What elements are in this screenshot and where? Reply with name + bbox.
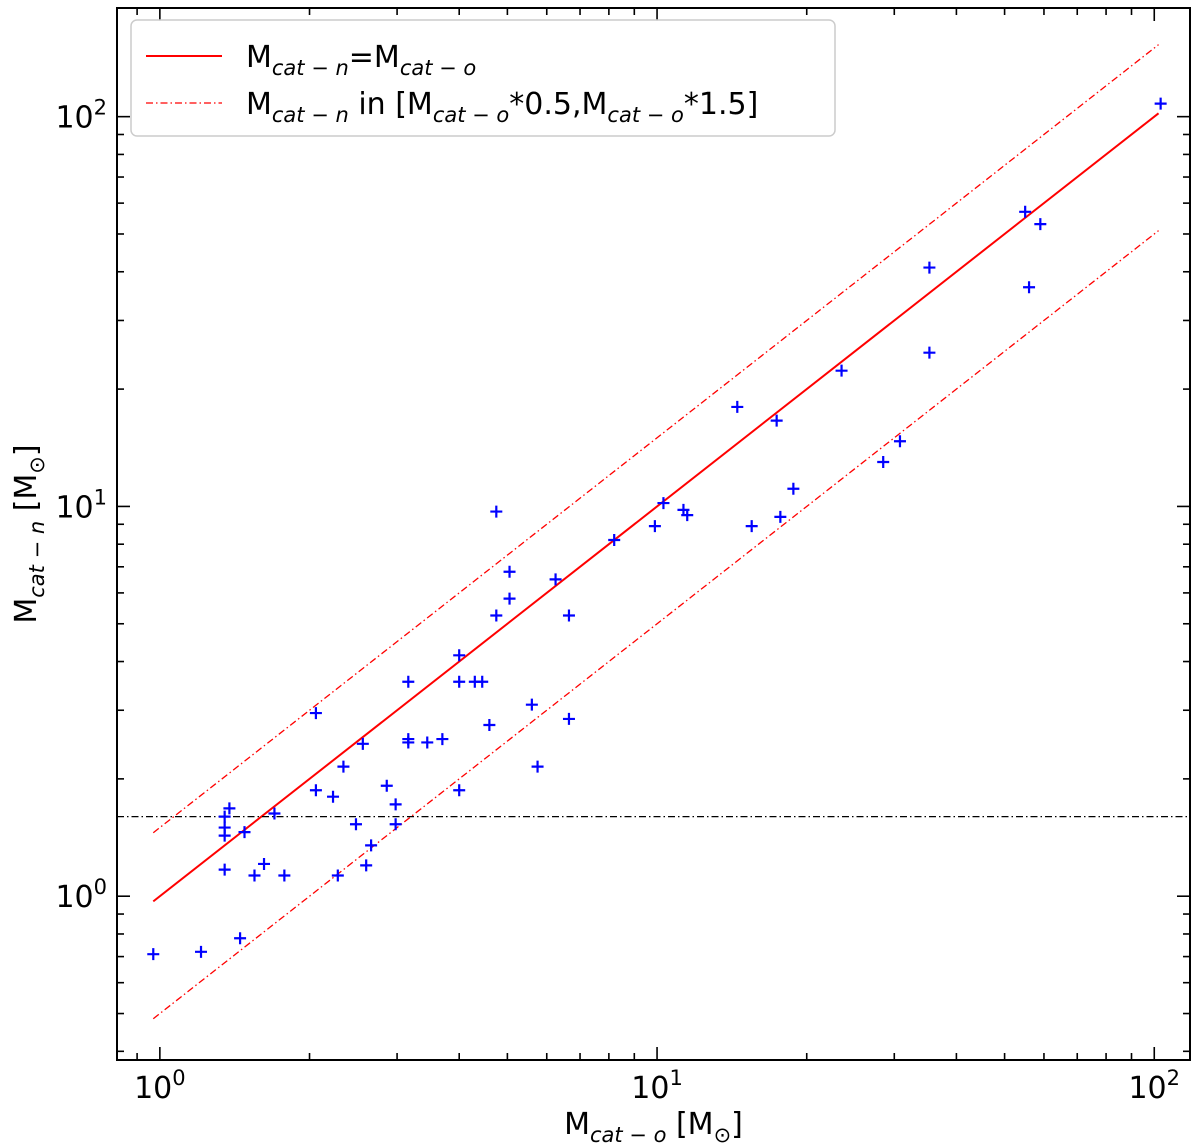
data-point: [360, 859, 373, 872]
reference-lines: [117, 44, 1190, 1020]
reference-line-2: [152, 230, 1159, 1020]
data-point: [549, 573, 562, 586]
data-point: [248, 869, 261, 882]
y-tick-label: 101: [55, 485, 107, 525]
data-point: [234, 932, 247, 945]
data-point: [1019, 205, 1032, 218]
y-tick-label: 100: [55, 875, 107, 915]
data-points: [147, 97, 1167, 961]
data-point: [608, 534, 621, 547]
data-point: [562, 712, 575, 725]
legend-box: [130, 19, 836, 137]
data-point: [657, 497, 670, 510]
data-point: [648, 520, 661, 533]
data-point: [349, 818, 362, 831]
data-point: [402, 736, 415, 749]
data-point: [731, 400, 744, 413]
data-point: [525, 698, 538, 711]
x-tick-label: 102: [1128, 1066, 1180, 1106]
data-point: [483, 718, 496, 731]
data-point: [331, 869, 344, 882]
data-point: [356, 737, 369, 750]
data-point: [453, 784, 466, 797]
data-point: [562, 609, 575, 622]
data-point: [337, 760, 350, 773]
y-axis-label: Mcat − n [M⊙]: [9, 444, 49, 623]
data-point: [389, 818, 402, 831]
data-point: [218, 829, 231, 842]
data-point: [1023, 281, 1036, 294]
data-point: [476, 675, 489, 688]
data-point: [1154, 97, 1167, 110]
data-point: [1034, 218, 1047, 231]
data-point: [268, 807, 281, 820]
data-point: [389, 798, 402, 811]
data-point: [147, 948, 160, 961]
reference-line-1: [152, 44, 1159, 834]
data-point: [923, 346, 936, 359]
data-point: [238, 826, 251, 839]
x-axis-label: Mcat − o [M⊙]: [564, 1107, 743, 1145]
data-point: [490, 609, 503, 622]
data-point: [745, 520, 758, 533]
x-tick-label: 100: [134, 1066, 186, 1106]
x-tick-label: 101: [631, 1066, 683, 1106]
data-point: [380, 779, 393, 792]
data-point: [503, 565, 516, 578]
axis-ticks: [117, 8, 1190, 1060]
data-point: [923, 261, 936, 274]
data-point: [835, 364, 848, 377]
data-point: [223, 802, 236, 815]
tick-labels: 100 101 102 100 101 102: [55, 96, 1180, 1106]
legend-label: Mcat − n in [Mcat − o*0.5,Mcat − o*1.5]: [246, 87, 758, 127]
data-point: [327, 790, 340, 803]
axis-labels: Mcat − o [M⊙] Mcat − n [M⊙]: [9, 444, 743, 1145]
data-point: [490, 505, 503, 518]
data-point: [278, 869, 291, 882]
data-point: [309, 784, 322, 797]
data-point: [402, 675, 415, 688]
y-tick-label: 102: [55, 96, 107, 136]
reference-line-0: [152, 112, 1160, 903]
legend: Mcat − n=Mcat − o Mcat − n in [Mcat − o*0…: [130, 19, 836, 137]
legend-label: Mcat − n=Mcat − o: [246, 40, 476, 80]
plot-area-frame: [116, 7, 1191, 1061]
data-point: [531, 760, 544, 773]
data-point: [503, 592, 516, 605]
data-point: [436, 733, 449, 746]
data-point: [453, 675, 466, 688]
data-point: [365, 839, 378, 852]
data-point: [309, 707, 322, 720]
data-point: [421, 736, 434, 749]
data-point: [681, 509, 694, 522]
data-point: [195, 945, 208, 958]
data-point: [893, 435, 906, 448]
data-point: [218, 863, 231, 876]
data-point: [877, 456, 890, 469]
data-point: [453, 649, 466, 662]
data-point: [774, 510, 787, 523]
data-point: [787, 482, 800, 495]
data-point: [770, 414, 783, 427]
data-point: [258, 857, 271, 870]
data-point: [218, 810, 231, 823]
